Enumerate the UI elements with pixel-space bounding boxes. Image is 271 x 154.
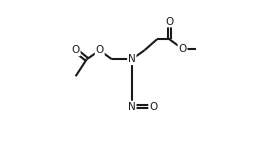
Text: O: O	[72, 45, 80, 55]
Text: O: O	[178, 44, 187, 54]
Text: N: N	[128, 102, 136, 111]
Text: O: O	[149, 102, 157, 111]
Text: O: O	[96, 45, 104, 55]
Text: O: O	[165, 17, 174, 26]
Text: N: N	[128, 54, 136, 64]
